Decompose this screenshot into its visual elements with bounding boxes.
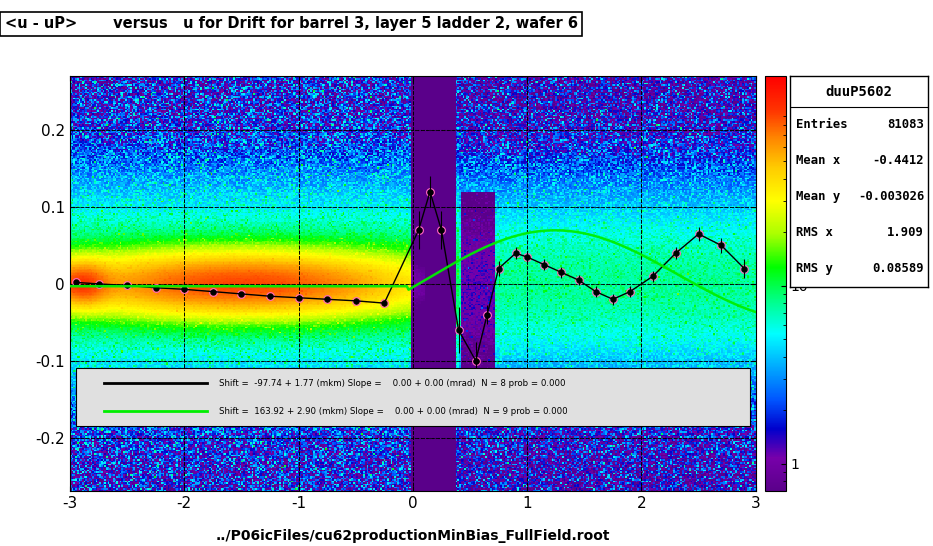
Text: Mean x: Mean x xyxy=(796,155,840,167)
Bar xyxy=(76,369,750,426)
Text: Shift =  163.92 + 2.90 (mkm) Slope =    0.00 + 0.00 (mrad)  N = 9 prob = 0.000: Shift = 163.92 + 2.90 (mkm) Slope = 0.00… xyxy=(218,407,567,416)
Text: duuP5602: duuP5602 xyxy=(826,85,893,99)
Text: Entries: Entries xyxy=(796,118,847,132)
Text: RMS y: RMS y xyxy=(796,262,832,275)
Text: -0.003026: -0.003026 xyxy=(857,191,925,203)
Text: <u - uP>       versus   u for Drift for barrel 3, layer 5 ladder 2, wafer 6: <u - uP> versus u for Drift for barrel 3… xyxy=(5,16,578,31)
Text: Mean y: Mean y xyxy=(796,191,840,203)
Text: Shift =  -97.74 + 1.77 (mkm) Slope =    0.00 + 0.00 (mrad)  N = 8 prob = 0.000: Shift = -97.74 + 1.77 (mkm) Slope = 0.00… xyxy=(218,379,565,388)
Text: ../P06icFiles/cu62productionMinBias_FullField.root: ../P06icFiles/cu62productionMinBias_Full… xyxy=(216,529,610,543)
Text: -0.4412: -0.4412 xyxy=(872,155,925,167)
Text: 81083: 81083 xyxy=(887,118,925,132)
Text: RMS x: RMS x xyxy=(796,226,832,239)
Text: 1.909: 1.909 xyxy=(887,226,925,239)
Text: 0.08589: 0.08589 xyxy=(872,262,925,275)
